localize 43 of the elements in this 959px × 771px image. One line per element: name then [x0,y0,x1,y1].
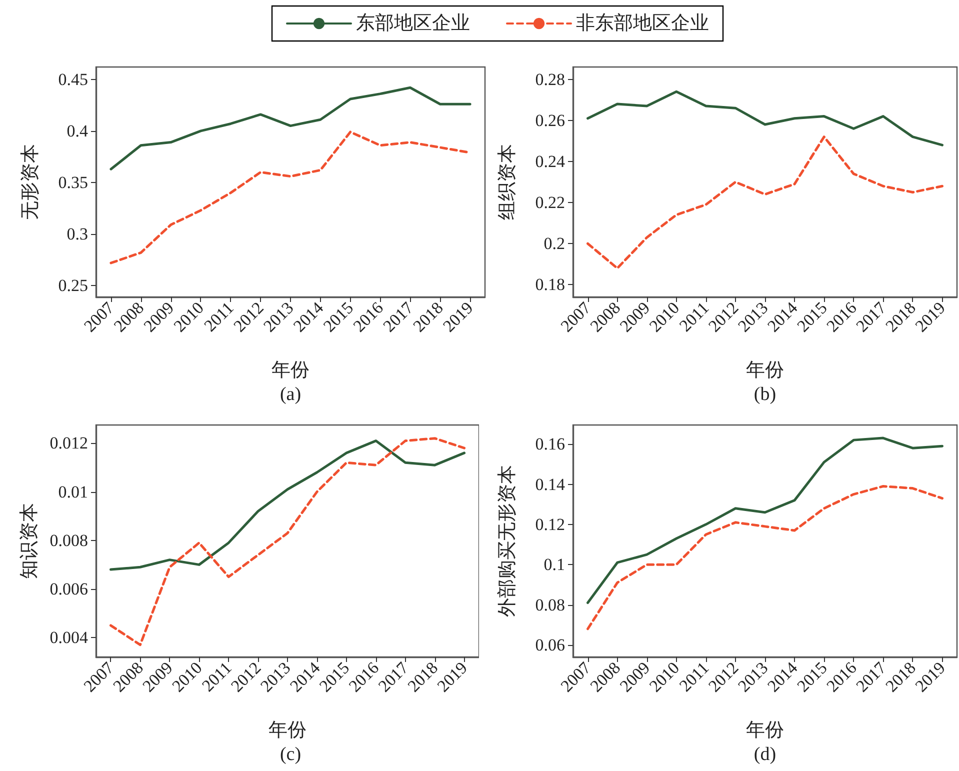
y-tick-label: 0.14 [535,474,566,494]
x-axis-title: 年份 [272,360,310,381]
y-tick-label: 0.1 [544,555,565,574]
line-series [110,86,472,170]
y-tick-label: 0.25 [58,276,88,296]
y-axis-title: 知识资本 [18,503,40,579]
y-tick-label: 0.012 [50,434,88,453]
x-axis-title: 年份 [268,720,306,741]
y-tick-label: 0.35 [58,173,88,192]
text: (b) [754,384,776,405]
text: (d) [754,744,776,765]
text: (c) [280,744,302,765]
y-tick-label: 0.4 [66,121,88,140]
y-tick-label: 0.004 [50,628,88,648]
line-series [586,136,944,270]
text: (a) [280,384,302,405]
y-tick-label: 0.06 [535,635,565,654]
y-tick-label: 0.22 [535,193,565,212]
legend-label: 东部地区企业 [356,12,470,34]
y-tick-label: 0.16 [535,434,565,454]
line-series [109,437,466,646]
line-series [586,485,944,630]
y-tick-label: 0.28 [535,70,565,89]
y-tick-label: 0.26 [535,110,565,130]
line-series [109,440,466,571]
y-tick-label: 0.01 [58,482,88,502]
y-tick-label: 0.12 [535,514,565,534]
y-axis-title: 外部购买无形资本 [496,465,518,617]
y-axis-title: 无形资本 [20,144,41,220]
y-tick-label: 0.18 [535,275,565,294]
y-tick-label: 0.24 [535,152,566,171]
line-series [586,436,944,604]
y-tick-label: 0.008 [50,530,88,550]
y-tick-label: 0.45 [58,70,88,89]
line-series [586,90,944,146]
y-axis-title: 组织资本 [497,144,518,220]
x-axis-title: 年份 [746,360,784,381]
legend-label: 非东部地区企业 [576,12,709,34]
y-tick-label: 0.3 [66,224,88,244]
y-tick-label: 0.006 [50,579,88,598]
y-tick-label: 0.2 [544,234,565,254]
y-tick-label: 0.08 [535,595,565,614]
x-axis-title: 年份 [746,720,784,741]
